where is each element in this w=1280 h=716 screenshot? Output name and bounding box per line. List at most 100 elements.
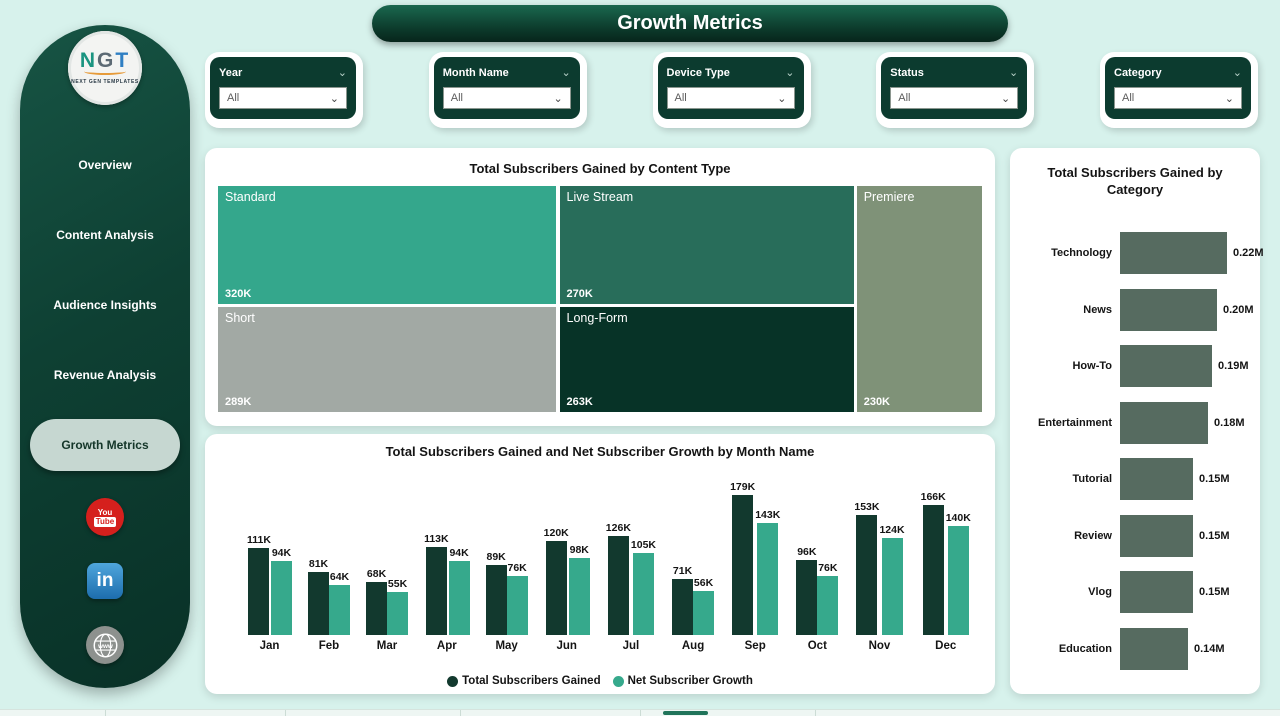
category-value: 0.14M <box>1194 642 1225 655</box>
filter-select-dropdown[interactable]: All ⌄ <box>666 87 795 109</box>
bar-total-subscribers[interactable] <box>248 548 270 635</box>
bar-value-net: 124K <box>879 524 905 536</box>
chevron-down-icon[interactable]: ⌄ <box>561 67 571 79</box>
category-bar[interactable] <box>1120 288 1217 331</box>
monthly-chart-plot: 111K 94K Jan 81K 64K Feb 68K <box>239 468 979 652</box>
bar-value-net: 98K <box>569 544 589 556</box>
month-label: Jul <box>622 640 640 652</box>
youtube-text: Tube <box>93 516 117 527</box>
treemap-cell-value: 263K <box>566 395 593 408</box>
bar-net-growth[interactable] <box>947 526 969 635</box>
treemap-cell-value: 289K <box>225 395 252 408</box>
bar-group-oct: 96K 76K Oct <box>796 546 839 652</box>
category-chart-title: Total Subscribers Gained by Category <box>1047 165 1223 197</box>
strip-divider <box>640 710 641 716</box>
sidebar-item-revenue-analysis[interactable]: Revenue Analysis <box>20 340 190 410</box>
category-bar[interactable] <box>1120 458 1193 501</box>
category-bar[interactable] <box>1120 232 1227 274</box>
bar-net-growth[interactable] <box>568 558 590 635</box>
category-bar[interactable] <box>1120 401 1208 444</box>
treemap-cell-label: Live Stream <box>566 190 634 204</box>
social-links: You Tube in www <box>86 498 124 664</box>
bar-value-total: 166K <box>920 491 946 503</box>
scrollbar-thumb[interactable] <box>663 711 708 715</box>
category-value: 0.18M <box>1214 416 1245 429</box>
chevron-down-icon[interactable]: ⌄ <box>1232 67 1242 79</box>
treemap-cell-premiere[interactable]: Premiere 230K <box>856 186 982 412</box>
treemap: Standard 320K Live Stream 270K Premiere … <box>218 186 982 412</box>
filter-select-dropdown[interactable]: All ⌄ <box>890 87 1019 109</box>
sidebar-item-growth-metrics[interactable]: Growth Metrics <box>30 419 180 471</box>
filter-select-dropdown[interactable]: All ⌄ <box>219 87 347 109</box>
category-row-review: Review 0.15M <box>1018 514 1254 557</box>
bar-net-growth[interactable] <box>329 585 350 635</box>
strip-divider <box>815 710 816 716</box>
bar-net-growth[interactable] <box>448 561 470 635</box>
monthly-chart-title: Total Subscribers Gained and Net Subscri… <box>385 444 815 459</box>
bar-value-total: 89K <box>486 551 506 563</box>
sidebar-item-content-analysis[interactable]: Content Analysis <box>20 200 190 270</box>
bar-value-net: 76K <box>818 562 838 574</box>
bar-net-growth[interactable] <box>270 561 292 635</box>
bar-net-growth[interactable] <box>881 538 903 635</box>
month-label: Jan <box>259 640 280 652</box>
sidebar-item-audience-insights[interactable]: Audience Insights <box>20 270 190 340</box>
filter-select-dropdown[interactable]: All ⌄ <box>1114 87 1242 109</box>
logo-letter: T <box>115 49 131 72</box>
treemap-cell-label: Premiere <box>863 190 915 204</box>
bar-total-subscribers[interactable] <box>732 495 754 635</box>
bar-value-net: 94K <box>271 547 292 559</box>
bar-total-subscribers[interactable] <box>672 579 694 635</box>
filter-select-dropdown[interactable]: All ⌄ <box>442 87 571 109</box>
bar-total-subscribers[interactable] <box>796 560 818 635</box>
chevron-down-icon[interactable]: ⌄ <box>337 67 347 79</box>
bar-net-growth[interactable] <box>387 592 409 635</box>
treemap-title: Total Subscribers Gained by Content Type <box>469 161 731 176</box>
legend-item-total-subscribers-gained[interactable]: Total Subscribers Gained <box>447 675 601 687</box>
bar-group-aug: 71K 56K Aug <box>672 565 715 652</box>
monthly-chart-card: Total Subscribers Gained and Net Subscri… <box>205 434 995 694</box>
bar-total-subscribers[interactable] <box>545 541 567 635</box>
bar-total-subscribers[interactable] <box>922 505 944 635</box>
category-label: Vlog <box>1088 586 1112 599</box>
chevron-down-icon[interactable]: ⌄ <box>1009 67 1019 79</box>
category-row-tutorial: Tutorial 0.15M <box>1018 458 1254 501</box>
bar-net-growth[interactable] <box>817 576 839 635</box>
bar-total-subscribers[interactable] <box>485 565 507 635</box>
category-bar[interactable] <box>1120 345 1212 388</box>
bar-net-growth[interactable] <box>632 553 654 635</box>
filter-card: Month Name ⌄ All ⌄ <box>433 57 580 119</box>
linkedin-icon[interactable]: in <box>87 563 123 599</box>
treemap-cell-short[interactable]: Short 289K <box>218 306 557 412</box>
category-bar[interactable] <box>1120 627 1188 670</box>
category-bar[interactable] <box>1120 514 1193 557</box>
bar-total-subscribers[interactable] <box>425 547 447 635</box>
category-bar[interactable] <box>1120 571 1193 614</box>
bar-total-subscribers[interactable] <box>607 536 629 635</box>
legend-item-net-subscriber-growth[interactable]: Net Subscriber Growth <box>612 675 753 687</box>
bar-group-feb: 81K 64K Feb <box>308 558 350 652</box>
youtube-icon[interactable]: You Tube <box>86 498 124 536</box>
category-value: 0.20M <box>1223 303 1254 316</box>
category-row-entertainment: Entertainment 0.18M <box>1018 401 1254 444</box>
bar-net-growth[interactable] <box>506 576 528 635</box>
category-label: Technology <box>1051 247 1112 259</box>
globe-icon: www <box>93 633 117 657</box>
website-icon[interactable]: www <box>86 626 124 664</box>
treemap-cell-long-form[interactable]: Long-Form 263K <box>559 306 854 412</box>
category-chart-plot: Technology 0.22M News 0.20M How-To 0.19M… <box>1018 232 1264 670</box>
bar-total-subscribers[interactable] <box>308 572 329 635</box>
bar-value-total: 71K <box>672 565 693 577</box>
sidebar-item-overview[interactable]: Overview <box>20 130 190 200</box>
chevron-down-icon[interactable]: ⌄ <box>785 67 795 79</box>
bar-net-growth[interactable] <box>693 591 715 635</box>
logo-abbr: NGT <box>80 49 131 72</box>
bar-group-jul: 126K 105K Jul <box>606 522 656 652</box>
chevron-down-icon: ⌄ <box>777 92 787 105</box>
bar-total-subscribers[interactable] <box>366 582 388 635</box>
treemap-cell-standard[interactable]: Standard 320K <box>218 186 557 305</box>
bar-value-total: 68K <box>366 568 387 580</box>
treemap-cell-live-stream[interactable]: Live Stream 270K <box>559 186 854 305</box>
bar-total-subscribers[interactable] <box>856 515 878 635</box>
bar-net-growth[interactable] <box>757 523 779 635</box>
